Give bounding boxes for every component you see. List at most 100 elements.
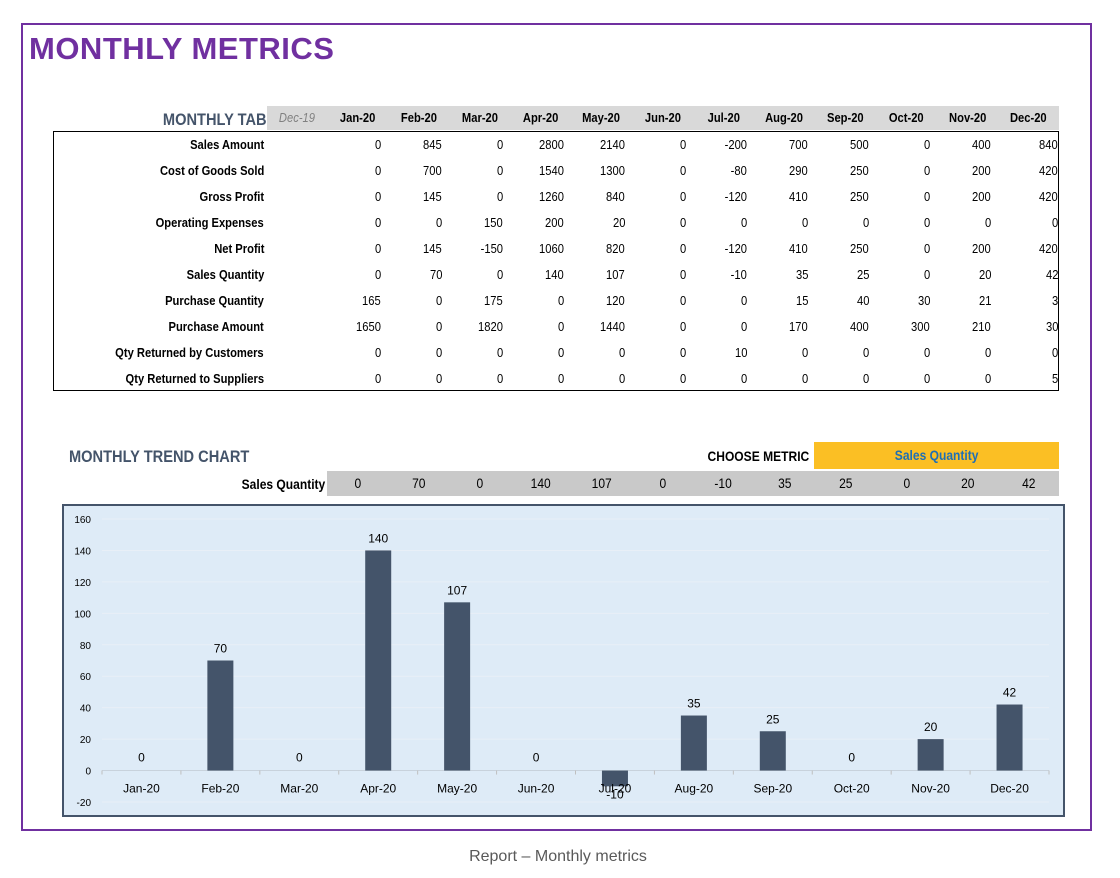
table-cell: 0	[557, 319, 564, 334]
table-cell: 0	[435, 215, 442, 230]
table-row: Purchase Quantity 165 0 175 0 120 0 0 15 40 30 21 3	[54, 288, 1058, 314]
row-label: Gross Profit	[199, 189, 264, 204]
page-title: MONTHLY METRICS	[29, 31, 335, 66]
series-value: -10	[714, 475, 733, 491]
table-cell: -10	[730, 267, 747, 282]
table-row: Gross Profit 0 145 0 1260 840 0 -120 410 250 0 200 4…	[54, 184, 1058, 210]
table-cell: 0	[740, 371, 747, 386]
table-cell: 410	[789, 241, 808, 256]
table-cell: 0	[801, 371, 808, 386]
header-month: Apr-20	[522, 110, 559, 125]
series-value: 25	[838, 475, 853, 491]
table-cell: 0	[496, 371, 503, 386]
table-cell: 0	[374, 215, 381, 230]
table-cell: 0	[923, 345, 930, 360]
table-cell: 42	[1045, 267, 1058, 282]
table-cell: 0	[374, 267, 381, 282]
table-row: Sales Amount 0 845 0 2800 2140 0 -200 700 500 0 400…	[54, 132, 1058, 158]
bar	[759, 731, 786, 771]
y-tick-label: 140	[74, 546, 91, 557]
table-cell: 70	[429, 267, 442, 282]
data-label: 0	[848, 751, 855, 765]
data-label: 35	[687, 697, 701, 711]
table-cell: 175	[484, 293, 503, 308]
table-cell: 0	[862, 215, 869, 230]
table-cell: 21	[978, 293, 991, 308]
header-month: Dec-20	[1010, 110, 1047, 125]
table-cell: 300	[911, 319, 930, 334]
table-cell: 0	[435, 345, 442, 360]
table-cell: 20	[612, 215, 625, 230]
bar	[996, 704, 1023, 771]
table-cell: 3	[1051, 293, 1058, 308]
table-cell: 0	[679, 345, 686, 360]
table-cell: 0	[679, 241, 686, 256]
data-label: -10	[606, 787, 624, 801]
table-cell: 700	[789, 137, 808, 152]
table-cell: 200	[545, 215, 564, 230]
y-tick-label: 80	[80, 641, 92, 652]
data-label: 42	[1003, 686, 1017, 700]
series-label: Sales Quantity	[241, 476, 325, 492]
y-tick-label: 40	[80, 704, 92, 715]
row-label: Cost of Goods Sold	[159, 163, 264, 178]
series-value: 70	[411, 475, 426, 491]
series-values-row: 0 70 0 140 107 0 -10 35 25 0 20 42	[327, 471, 1059, 496]
table-row: Qty Returned by Customers 0 0 0 0 0 0 10 0 0 0 0 0	[54, 340, 1058, 366]
bar	[207, 660, 234, 771]
x-tick-label: Jun-20	[518, 782, 555, 796]
table-cell: 0	[923, 267, 930, 282]
metric-selector[interactable]: Sales Quantity	[814, 442, 1059, 469]
table-cell: 25	[856, 267, 869, 282]
table-cell: 200	[972, 163, 991, 178]
series-value: 20	[960, 475, 975, 491]
data-label: 70	[214, 642, 228, 656]
table-cell: 0	[374, 345, 381, 360]
table-cell: 0	[374, 371, 381, 386]
table-cell: 700	[423, 163, 442, 178]
bar	[601, 770, 628, 787]
table-cell: 0	[801, 345, 808, 360]
trend-chart-title: MONTHLY TREND CHART	[69, 447, 250, 466]
series-value: 0	[659, 475, 666, 491]
table-cell: 250	[850, 189, 869, 204]
bar	[444, 602, 471, 771]
series-value: 35	[777, 475, 792, 491]
series-value: 0	[903, 475, 910, 491]
y-tick-label: -20	[77, 798, 92, 809]
table-cell: 410	[789, 189, 808, 204]
table-cell: 0	[496, 189, 503, 204]
caption: Report – Monthly metrics	[469, 848, 647, 865]
table-cell: 0	[374, 163, 381, 178]
header-month: Jul-20	[707, 110, 740, 125]
data-label: 140	[368, 531, 388, 545]
table-cell: 0	[679, 319, 686, 334]
table-cell: 0	[496, 345, 503, 360]
table-cell: 0	[923, 137, 930, 152]
header-prev-month: Dec-19	[278, 110, 316, 125]
table-cell: 420	[1039, 241, 1058, 256]
table-cell: 0	[557, 371, 564, 386]
x-tick-label: Mar-20	[280, 782, 318, 796]
table-cell: 2800	[539, 137, 564, 152]
table-cell: 500	[850, 137, 869, 152]
table-cell: 0	[679, 163, 686, 178]
table-cell: 107	[606, 267, 625, 282]
table-cell: 165	[362, 293, 381, 308]
table-cell: 0	[557, 345, 564, 360]
table-cell: 1060	[539, 241, 564, 256]
header-month: Nov-20	[948, 110, 987, 125]
header-month: May-20	[582, 110, 621, 125]
table-cell: 0	[679, 215, 686, 230]
y-tick-label: 100	[74, 609, 91, 620]
table-cell: 250	[850, 163, 869, 178]
table-cell: 140	[545, 267, 564, 282]
table-cell: 1440	[600, 319, 625, 334]
table-cell: 0	[496, 137, 503, 152]
table-cell: 0	[923, 215, 930, 230]
table-cell: 1820	[478, 319, 503, 334]
table-cell: 0	[740, 215, 747, 230]
table-cell: 30	[1045, 319, 1058, 334]
table-cell: 0	[801, 215, 808, 230]
series-value: 0	[354, 475, 361, 491]
